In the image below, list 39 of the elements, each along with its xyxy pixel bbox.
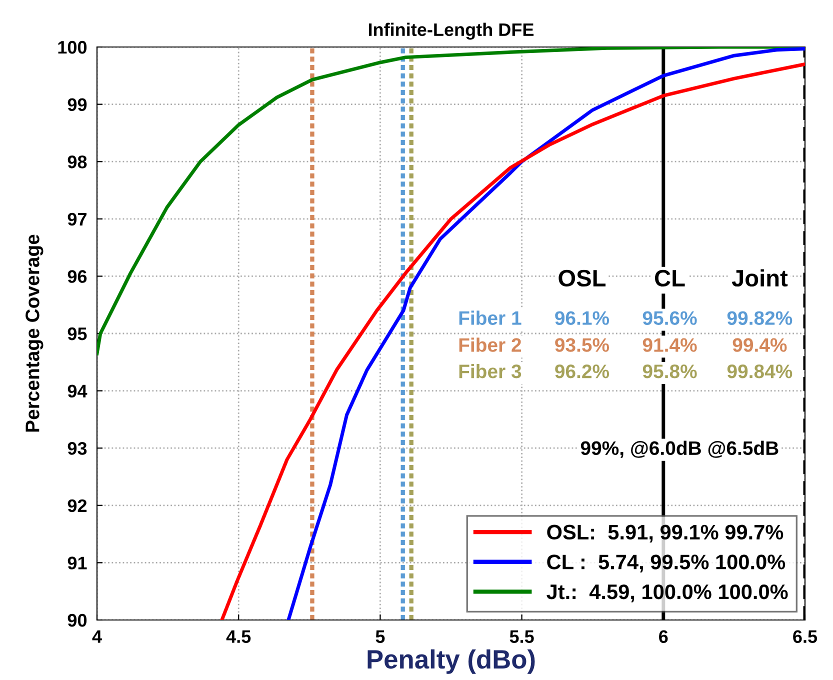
annotation: OSL bbox=[558, 270, 606, 287]
y-tick-label: 100 bbox=[58, 40, 87, 54]
x-tick-label: 6 bbox=[659, 630, 668, 643]
y-tick-label: 97 bbox=[68, 212, 86, 226]
annotation: CL bbox=[655, 270, 685, 287]
annotation: Fiber 2 bbox=[459, 338, 522, 352]
annotation: Fiber 3 bbox=[459, 364, 522, 378]
annotation: 99.82% bbox=[727, 311, 792, 325]
legend-label: CL : 5.74, 99.5% 100.0% bbox=[547, 554, 786, 572]
x-tick-label: 5 bbox=[376, 630, 385, 643]
annotation: 99.84% bbox=[727, 364, 792, 378]
annotation: 99%, @6.0dB @6.5dB bbox=[580, 440, 778, 458]
y-tick-label: 95 bbox=[68, 327, 87, 340]
y-axis-title: Percentage Coverage bbox=[26, 234, 44, 432]
y-tick-label: 99 bbox=[68, 98, 87, 112]
legend-label: OSL: 5.91, 99.1% 99.7% bbox=[547, 524, 784, 543]
chart-title: Infinite-Length DFE bbox=[368, 22, 534, 40]
annotation: Fiber 1 bbox=[459, 310, 522, 325]
annotation: 91.4% bbox=[642, 338, 697, 352]
y-tick-label: 94 bbox=[68, 384, 88, 398]
y-tick-label: 93 bbox=[68, 442, 87, 455]
annotation: 99.4% bbox=[732, 338, 787, 352]
annotation: 96.2% bbox=[555, 364, 610, 378]
annotation: 95.6% bbox=[642, 311, 697, 325]
x-tick-label: 4.5 bbox=[226, 630, 251, 643]
y-tick-label: 91 bbox=[68, 556, 87, 570]
annotation: 95.8% bbox=[642, 364, 697, 378]
y-tick-label: 90 bbox=[68, 614, 87, 627]
annotation: Joint bbox=[732, 269, 788, 287]
legend-label: Jt.: 4.59, 100.0% 100.0% bbox=[546, 584, 788, 602]
annotation: 96.1% bbox=[555, 311, 610, 325]
y-tick-label: 96 bbox=[68, 270, 87, 283]
annotation: 93.5% bbox=[555, 338, 610, 352]
x-tick-label: 5.5 bbox=[510, 630, 534, 643]
x-tick-label: 4 bbox=[92, 630, 102, 643]
y-tick-label: 92 bbox=[68, 499, 87, 512]
x-axis-title: Penalty (dBo) bbox=[368, 649, 535, 674]
y-tick-label: 98 bbox=[68, 156, 87, 168]
x-tick-label: 6.5 bbox=[793, 630, 818, 643]
